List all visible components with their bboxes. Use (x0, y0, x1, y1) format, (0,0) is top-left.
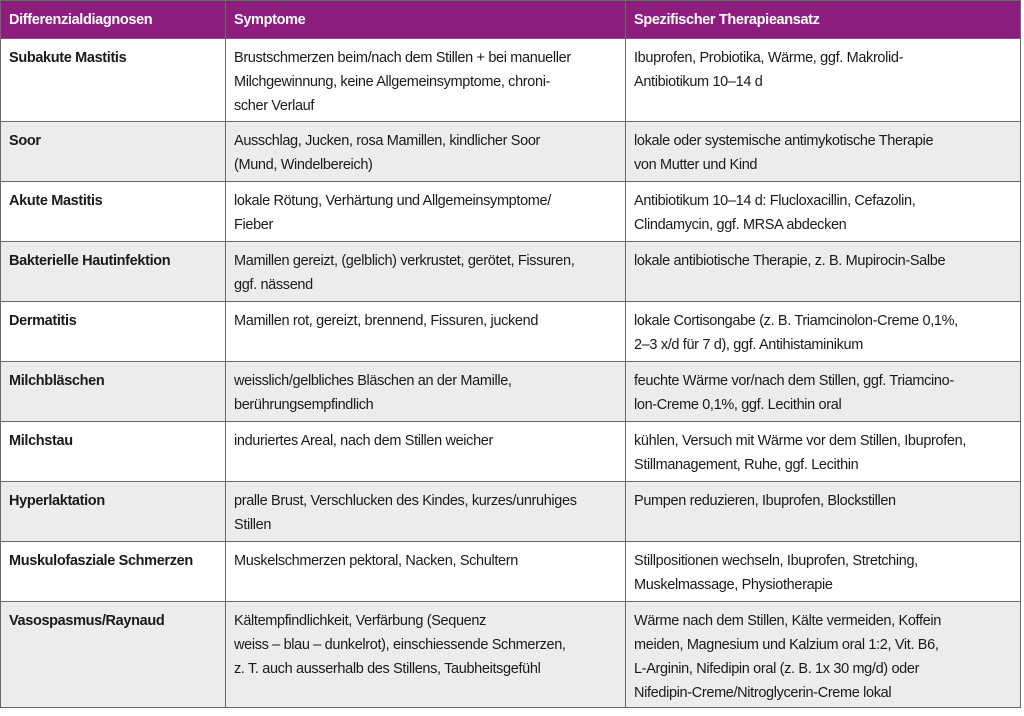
symptoms-cell: weisslich/gelbliches Bläschen an der Mam… (225, 361, 626, 422)
therapy-cell: lokale antibiotische Therapie, z. B. Mup… (625, 241, 1021, 302)
symptoms-line: z. T. auch ausserhalb des Stillens, Taub… (234, 661, 541, 677)
therapy-line: 2–3 x/d für 7 d), ggf. Antihistaminikum (634, 337, 863, 353)
therapy-line: feuchte Wärme vor/nach dem Stillen, ggf.… (634, 373, 954, 389)
therapy-line: Stillpositionen wechseln, Ibuprofen, Str… (634, 553, 918, 569)
therapy-cell: feuchte Wärme vor/nach dem Stillen, ggf.… (625, 361, 1021, 422)
table-row: Akute Mastitis lokale Rötung, Verhärtung … (0, 181, 1021, 242)
symptoms-line: Mamillen rot, gereizt, brennend, Fissure… (234, 313, 539, 329)
symptoms-line: ggf. nässend (234, 277, 313, 293)
diagnosis-cell: Vasospasmus/Raynaud (0, 601, 226, 708)
table-row: Muskulofasziale Schmerzen Muskelschmerzen… (0, 541, 1021, 602)
diagnosis-cell: Dermatitis (0, 301, 226, 362)
therapy-line: lon-Creme 0,1%, ggf. Lecithin oral (634, 397, 842, 413)
therapy-line: Nifedipin-Creme/Nitroglycerin-Creme loka… (634, 685, 892, 701)
therapy-cell: lokale Cortisongabe (z. B. Triamcinolon-… (625, 301, 1021, 362)
therapy-line: meiden, Magnesium und Kalzium oral 1:2, … (634, 637, 939, 653)
therapy-line: von Mutter und Kind (634, 157, 758, 173)
symptoms-cell: pralle Brust, Verschlucken des Kindes, k… (225, 481, 626, 542)
therapy-cell: Stillpositionen wechseln, Ibuprofen, Str… (625, 541, 1021, 602)
therapy-line: Antibiotikum 10–14 d (634, 74, 763, 90)
therapy-cell: kühlen, Versuch mit Wärme vor dem Stille… (625, 421, 1021, 482)
symptoms-line: pralle Brust, Verschlucken des Kindes, k… (234, 493, 577, 509)
diagnosis-cell: Muskulofasziale Schmerzen (0, 541, 226, 602)
symptoms-line: Muskelschmerzen pektoral, Nacken, Schult… (234, 553, 518, 569)
symptoms-cell: Kältempfindlichkeit, Verfärbung (Sequenz… (225, 601, 626, 708)
therapy-line: Wärme nach dem Stillen, Kälte vermeiden,… (634, 613, 941, 629)
therapy-line: Clindamycin, ggf. MRSA abdecken (634, 217, 847, 233)
symptoms-line: weiss – blau – dunkelrot), einschiessend… (234, 637, 566, 653)
symptoms-cell: Brustschmerzen beim/nach dem Stillen + b… (225, 38, 626, 122)
symptoms-line: Kältempfindlichkeit, Verfärbung (Sequenz (234, 613, 486, 629)
diagnosis-cell: Hyperlaktation (0, 481, 226, 542)
therapy-line: lokale Cortisongabe (z. B. Triamcinolon-… (634, 313, 958, 329)
therapy-line: Stillmanagement, Ruhe, ggf. Lecithin (634, 457, 859, 473)
therapy-cell: lokale oder systemische antimykotische T… (625, 121, 1021, 182)
diagnosis-cell: Akute Mastitis (0, 181, 226, 242)
therapy-line: lokale antibiotische Therapie, z. B. Mup… (634, 253, 946, 269)
symptoms-line: Milchgewinnung, keine Allgemeinsymptome,… (234, 74, 551, 90)
table-row: Milchstau induriertes Areal, nach dem Sti… (0, 421, 1021, 482)
therapy-line: Muskelmassage, Physiotherapie (634, 577, 833, 593)
symptoms-line: Stillen (234, 517, 272, 533)
header-diagnoses: Differenzialdiagnosen (0, 0, 226, 39)
table-row: Dermatitis Mamillen rot, gereizt, brennen… (0, 301, 1021, 362)
symptoms-line: Fieber (234, 217, 273, 233)
therapy-line: Antibiotikum 10–14 d: Flucloxacillin, Ce… (634, 193, 916, 209)
therapy-line: L-Arginin, Nifedipin oral (z. B. 1x 30 m… (634, 661, 920, 677)
symptoms-line: Ausschlag, Jucken, rosa Mamillen, kindli… (234, 133, 541, 149)
table-row: Hyperlaktation pralle Brust, Verschlucken… (0, 481, 1021, 542)
symptoms-cell: Ausschlag, Jucken, rosa Mamillen, kindli… (225, 121, 626, 182)
header-row: Differenzialdiagnosen Symptome Spezifisc… (0, 0, 1021, 39)
therapy-cell: Ibuprofen, Probiotika, Wärme, ggf. Makro… (625, 38, 1021, 122)
diagnosis-cell: Subakute Mastitis (0, 38, 226, 122)
symptoms-cell: Muskelschmerzen pektoral, Nacken, Schult… (225, 541, 626, 602)
header-symptoms: Symptome (225, 0, 626, 39)
therapy-cell: Antibiotikum 10–14 d: Flucloxacillin, Ce… (625, 181, 1021, 242)
symptoms-line: weisslich/gelbliches Bläschen an der Mam… (234, 373, 512, 389)
diagnosis-cell: Milchstau (0, 421, 226, 482)
symptoms-line: lokale Rötung, Verhärtung und Allgemeins… (234, 193, 551, 209)
header-therapy: Spezifischer Therapieansatz (625, 0, 1021, 39)
therapy-line: kühlen, Versuch mit Wärme vor dem Stille… (634, 433, 967, 449)
diagnosis-cell: Bakterielle Hautinfektion (0, 241, 226, 302)
symptoms-line: (Mund, Windelbereich) (234, 157, 373, 173)
symptoms-line: scher Verlauf (234, 98, 315, 114)
therapy-line: Ibuprofen, Probiotika, Wärme, ggf. Makro… (634, 50, 904, 66)
diagnosis-cell: Milchbläschen (0, 361, 226, 422)
symptoms-cell: Mamillen rot, gereizt, brennend, Fissure… (225, 301, 626, 362)
therapy-cell: Pumpen reduzieren, Ibuprofen, Blockstill… (625, 481, 1021, 542)
table-row: Vasospasmus/Raynaud Kältempfindlichkeit, … (0, 601, 1021, 708)
diagnosis-cell: Soor (0, 121, 226, 182)
symptoms-cell: induriertes Areal, nach dem Stillen weic… (225, 421, 626, 482)
table-row: Soor Ausschlag, Jucken, rosa Mamillen, ki… (0, 121, 1021, 182)
symptoms-line: Mamillen gereizt, (gelblich) verkrustet,… (234, 253, 575, 269)
therapy-line: Pumpen reduzieren, Ibuprofen, Blockstill… (634, 493, 896, 509)
symptoms-line: berührungsempfindlich (234, 397, 374, 413)
symptoms-cell: lokale Rötung, Verhärtung und Allgemeins… (225, 181, 626, 242)
therapy-cell: Wärme nach dem Stillen, Kälte vermeiden,… (625, 601, 1021, 708)
table-row: Subakute Mastitis Brustschmerzen beim/nac… (0, 38, 1021, 122)
table-row: Milchbläschen weisslich/gelbliches Bläsch… (0, 361, 1021, 422)
table-row: Bakterielle Hautinfektion Mamillen gereiz… (0, 241, 1021, 302)
therapy-line: lokale oder systemische antimykotische T… (634, 133, 934, 149)
symptoms-line: Brustschmerzen beim/nach dem Stillen + b… (234, 50, 571, 66)
symptoms-cell: Mamillen gereizt, (gelblich) verkrustet,… (225, 241, 626, 302)
symptoms-line: induriertes Areal, nach dem Stillen weic… (234, 433, 493, 449)
